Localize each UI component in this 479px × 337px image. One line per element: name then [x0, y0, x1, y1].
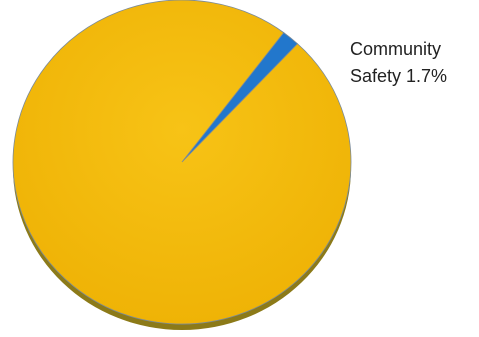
pie-slices	[12, 0, 352, 330]
pie-slice-remainder	[12, 0, 352, 325]
slice-label-line1: Community	[350, 39, 441, 59]
slice-label-line2: Safety 1.7%	[350, 66, 447, 86]
